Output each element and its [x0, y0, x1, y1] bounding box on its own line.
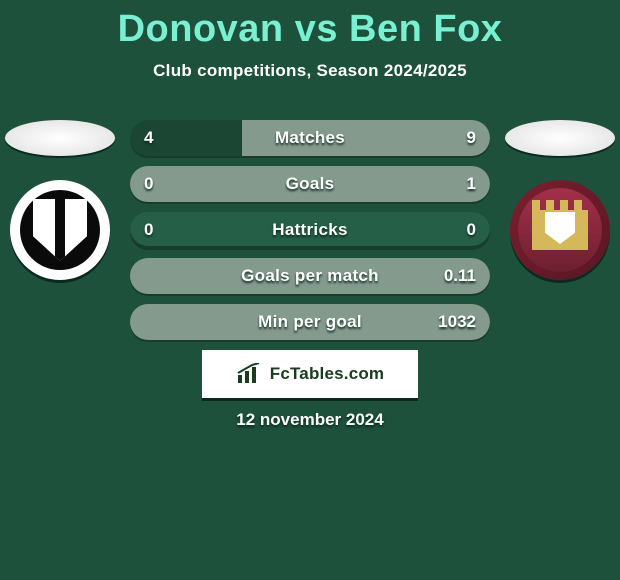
flag-left-icon: [5, 120, 115, 156]
badge-left-shield-icon: [33, 199, 87, 261]
club-badge-right-icon: [510, 180, 610, 280]
stat-value-right: 0.11: [444, 258, 476, 294]
stat-rows: 4 Matches 9 0 Goals 1 0 Hattricks 0 Goal…: [130, 120, 490, 350]
badge-right-inner: [518, 188, 602, 272]
badge-left-inner: [20, 190, 100, 270]
stat-row-hattricks: 0 Hattricks 0: [130, 212, 490, 248]
stat-label: Hattricks: [130, 212, 490, 248]
stat-label: Goals per match: [130, 258, 490, 294]
player-left-column: [0, 120, 120, 280]
stat-value-right: 9: [467, 120, 476, 156]
badge-right-castle-icon: [532, 210, 588, 250]
stat-row-goals: 0 Goals 1: [130, 166, 490, 202]
badge-right-shield-icon: [545, 212, 575, 244]
stat-value-right: 1: [467, 166, 476, 202]
stat-value-right: 1032: [438, 304, 476, 340]
stat-label: Min per goal: [130, 304, 490, 340]
brand-badge: FcTables.com: [202, 350, 418, 398]
brand-text: FcTables.com: [270, 364, 385, 384]
badge-left-stripe: [55, 199, 65, 261]
flag-right-icon: [505, 120, 615, 156]
stat-row-matches: 4 Matches 9: [130, 120, 490, 156]
stat-label: Goals: [130, 166, 490, 202]
date-text: 12 november 2024: [0, 410, 620, 430]
subtitle: Club competitions, Season 2024/2025: [0, 61, 620, 81]
page-title: Donovan vs Ben Fox: [0, 0, 620, 51]
player-right-column: [500, 120, 620, 280]
stat-value-right: 0: [467, 212, 476, 248]
bars-chart-icon: [236, 363, 264, 385]
stat-row-min-per-goal: Min per goal 1032: [130, 304, 490, 340]
stat-row-goals-per-match: Goals per match 0.11: [130, 258, 490, 294]
stat-label: Matches: [130, 120, 490, 156]
club-badge-left-icon: [10, 180, 110, 280]
